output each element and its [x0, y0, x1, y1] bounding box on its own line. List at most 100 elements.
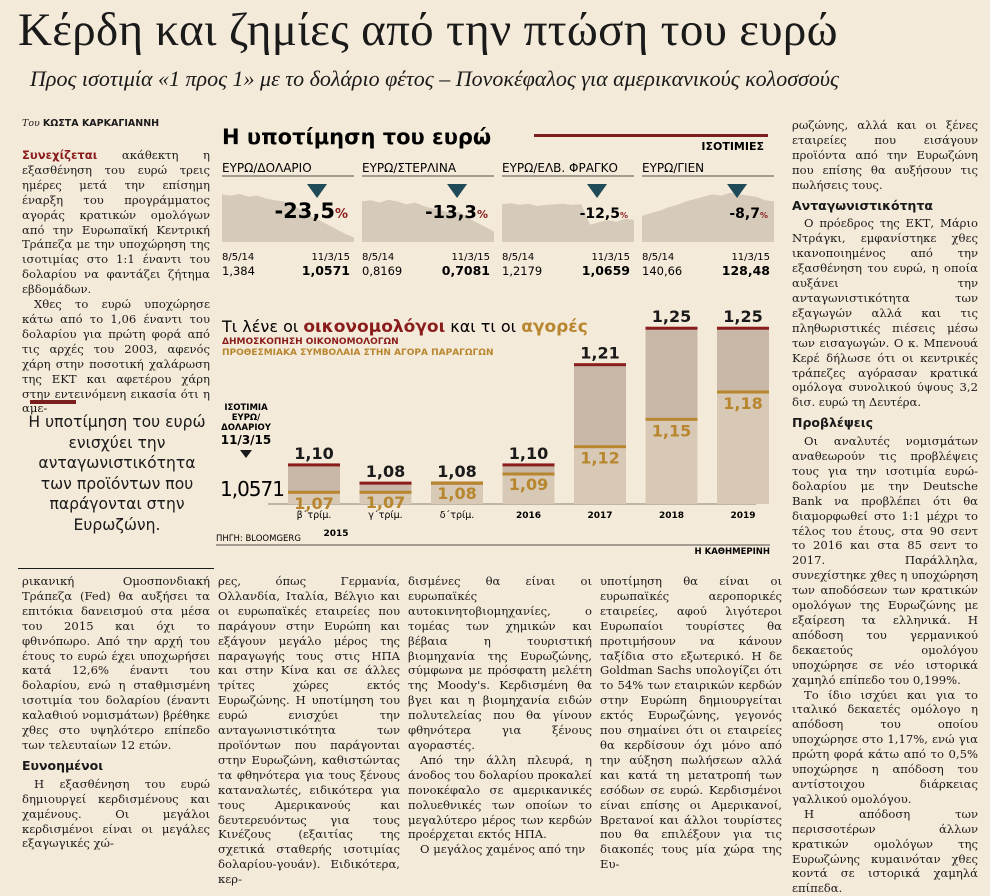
panel-start-value: 1,384 — [222, 264, 255, 278]
bar-economists-mark — [288, 463, 340, 467]
article-column-5: ρωζώνης, αλλά και οι ξένες εταιρείες που… — [792, 118, 978, 896]
paragraph: Οι αναλυτές νομισμάτων αναθεωρούν τις πρ… — [792, 434, 978, 687]
bar-markets-label: 1,08 — [437, 484, 476, 503]
bar-economists-label: 1,25 — [723, 307, 762, 326]
pullquote-accent-bar — [30, 400, 76, 404]
panel-start-date: 8/5/14 — [502, 252, 534, 263]
change-value: -12,5 — [580, 206, 620, 222]
paragraph: ρικανική Ομοσπονδιακή Τράπεζα (Fed) θα α… — [22, 574, 210, 752]
legend-economists: ΔΗΜΟΣΚΟΠΗΣΗ ΟΙΚΟΝΟΜΟΛΟΓΩΝ — [222, 337, 399, 347]
bar-markets-label: 1,09 — [509, 475, 548, 494]
current-label-line: ΕΥΡΩ/ — [232, 413, 261, 423]
forecast-bar: 1,08 1,07γ΄τρίμ. — [359, 462, 412, 521]
bar-category-label: γ΄τρίμ. — [368, 510, 402, 521]
bar-markets-mark — [574, 445, 626, 449]
bar-market-fill — [645, 419, 698, 504]
byline-author: ΚΩΣΤΑ ΚΑΡΚΑΓΙΑΝΝΗ — [42, 118, 160, 129]
paragraph: ρωζώνης, αλλά και οι ξένες εταιρείες που… — [792, 118, 978, 192]
forecast-bars: 1,101,07β΄τρίμ.1,081,07γ΄τρίμ.1,081,08δ΄… — [268, 307, 769, 521]
panel-header-bar — [534, 134, 768, 137]
bar-markets-label: 1,18 — [723, 394, 762, 413]
panel-end-date: 11/3/15 — [311, 252, 350, 263]
change-percent: % — [477, 208, 488, 221]
panel-area — [222, 193, 354, 242]
change-value: -13,3 — [425, 202, 477, 223]
bar-economists-mark — [359, 481, 412, 485]
forecast-bar: 1,10 1,07β΄τρίμ. — [288, 444, 340, 521]
paragraph: υποτίμηση θα είναι οι ευρωπαϊκές αεροπορ… — [600, 574, 782, 872]
paragraph: Ο μεγάλος χαμένος από την — [420, 842, 586, 857]
panel-end-value: 1,0571 — [302, 263, 350, 278]
bar-economists-mark — [645, 326, 698, 330]
down-arrow-icon — [447, 184, 468, 198]
bar-markets-mark — [431, 481, 483, 485]
change-percent: % — [620, 211, 628, 220]
panel-end-value: 1,0659 — [582, 263, 630, 278]
current-rate-arrow — [240, 450, 252, 458]
divider — [18, 568, 214, 569]
pullquote: Η υποτίμηση του ευρώ ενισχύει την ανταγω… — [28, 413, 206, 534]
forecast-title-economists: οικονομολόγοι — [303, 317, 445, 337]
source-note: ΠΗΓΗ: BLOOMGERG — [216, 534, 301, 544]
panel-label: ΕΥΡΩ/ΕΛΒ. ΦΡΑΓΚΟ — [502, 161, 618, 175]
paragraph-text: ακάθεκτη η εξασθένηση του ευρώ τρεις ημέ… — [22, 148, 210, 297]
panel-change: -23,5% — [274, 199, 348, 223]
bar-economists-label: 1,10 — [509, 444, 548, 463]
panel-start-date: 8/5/14 — [222, 252, 254, 263]
bar-market-fill — [288, 492, 340, 504]
bar-markets-mark — [359, 490, 412, 494]
forecast-bar: 1,21 1,12 2017 — [574, 344, 626, 521]
panel-label: ΕΥΡΩ/ΓΙΕΝ — [642, 161, 704, 175]
panel-start-date: 8/5/14 — [642, 252, 674, 263]
down-arrow-icon — [587, 184, 608, 198]
bar-markets-label: 1,12 — [580, 449, 619, 468]
panel-end-date: 11/3/15 — [731, 252, 770, 263]
subheadline: Προς ισοτιμία «1 προς 1» με το δολάριο φ… — [30, 66, 839, 91]
bar-markets-mark — [502, 472, 555, 476]
bar-category-label: 2017 — [587, 511, 612, 521]
paragraph: Συνεχίζεται ακάθεκτη η εξασθένηση του ευ… — [22, 148, 210, 297]
down-arrow-icon — [727, 184, 748, 198]
panel-end-value: 0,7081 — [442, 263, 490, 278]
change-value: -23,5 — [274, 199, 335, 223]
bar-economists-label: 1,08 — [366, 462, 405, 481]
bar-market-fill — [574, 446, 626, 504]
forecast-title: Τι λένε οι οικονομολόγοι και τι οι αγορέ… — [221, 317, 588, 358]
article-column-3: δισμένες θα είναι οι ευρωπαϊκές αυτοκινη… — [408, 574, 592, 857]
forecast-bar: 1,25 1,18 2019 — [717, 307, 769, 521]
change-percent: % — [760, 211, 768, 220]
section-heading: Προβλέψεις — [792, 415, 873, 431]
current-rate-value: 1,0571 — [220, 477, 284, 501]
paragraph: Ο πρόεδρος της ΕΚΤ, Μάριο Ντράγκι, εμφαν… — [792, 216, 978, 410]
paragraph: Η απόδοση των περισσοτέρων άλλων κρατικώ… — [792, 806, 978, 896]
bar-market-fill — [359, 492, 412, 504]
article-column-4: υποτίμηση θα είναι οι ευρωπαϊκές αεροπορ… — [600, 574, 782, 872]
bar-economists-mark — [574, 363, 626, 367]
exchange-panel: ΕΥΡΩ/ΓΙΕΝ -8,7% 8/5/14 11/3/15 140,66 128,48 — [642, 161, 774, 278]
bar-economists-mark — [502, 463, 555, 467]
change-value: -8,7 — [729, 206, 760, 222]
credit-note: Η ΚΑΘΗΜΕΡΙΝΗ — [695, 547, 770, 557]
panel-change: -12,5% — [580, 206, 628, 222]
bar-markets-mark — [645, 417, 698, 421]
bar-market-fill — [717, 392, 769, 504]
panel-end-date: 11/3/15 — [591, 252, 630, 263]
exchange-panel: ΕΥΡΩ/ΕΛΒ. ΦΡΑΓΚΟ -12,5% 8/5/14 11/3/15 1,217… — [502, 161, 634, 278]
forecast-title-text: Τι λένε οι οικονομολόγοι και τι οι αγορέ… — [221, 317, 588, 337]
bar-economists-label: 1,08 — [437, 462, 476, 481]
bar-markets-label: 1,15 — [652, 421, 691, 440]
graphic-title: Η υποτίμηση του ευρώ — [222, 125, 491, 149]
byline: Του ΚΩΣΤΑ ΚΑΡΚΑΓΙΑΝΝΗ — [22, 118, 159, 129]
paragraph: ρες, όπως Γερμανία, Ολλανδία, Ιταλία, Βέ… — [218, 574, 400, 887]
panel-label: ΕΥΡΩ/ΣΤΕΡΛΙΝΑ — [362, 161, 457, 175]
bar-economists-mark — [717, 326, 769, 330]
panel-area — [362, 199, 494, 242]
bar-category-label: δ΄τρίμ. — [440, 510, 475, 521]
panel-start-value: 0,8169 — [362, 264, 402, 278]
panel-area — [642, 192, 774, 242]
exchange-panel: ΕΥΡΩ/ΔΟΛΑΡΙΟ -23,5% 8/5/14 11/3/15 1,384 1,05… — [222, 161, 354, 278]
paragraph: δισμένες θα είναι οι ευρωπαϊκές αυτοκινη… — [408, 574, 592, 752]
current-label-line: ΔΟΛΑΡΙΟΥ — [221, 423, 272, 433]
paragraph: Το ίδιο ισχύει και για το ιταλικό δεκαετ… — [792, 687, 978, 806]
byline-prefix: Του — [22, 118, 40, 129]
